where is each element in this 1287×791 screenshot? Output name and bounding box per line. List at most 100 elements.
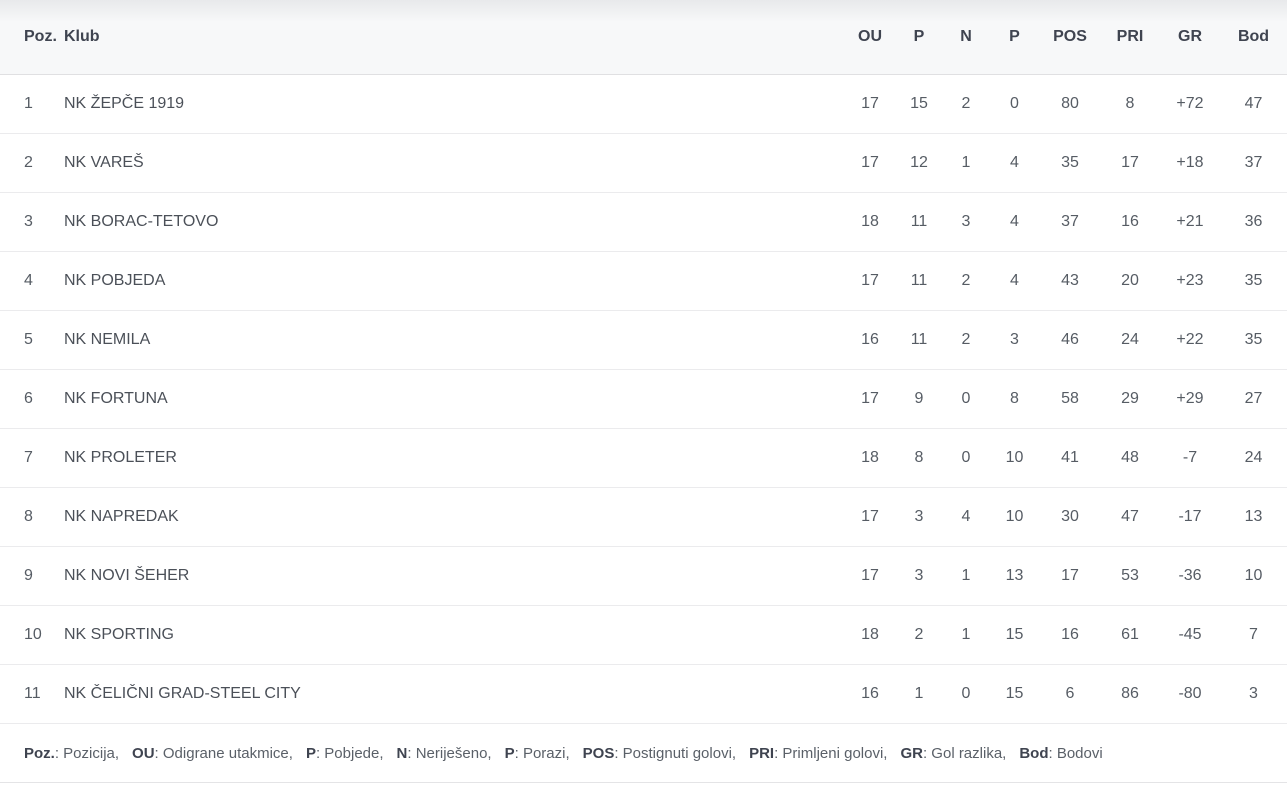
position-cell: 10 — [0, 604, 64, 664]
column-header-pos: POS — [1040, 0, 1100, 75]
draws-cell: 0 — [943, 663, 989, 723]
legend-item: OU: Odigrane utakmice, — [132, 744, 293, 762]
position-cell: 5 — [0, 309, 64, 369]
position-cell: 11 — [0, 663, 64, 723]
column-header-ou: OU — [845, 0, 895, 75]
legend-term: GR — [900, 744, 923, 762]
goals-against-cell: 48 — [1100, 427, 1160, 487]
legend-bar: Poz.: Pozicija, OU: Odigrane utakmice, P: … — [0, 723, 1287, 783]
games-played-cell: 17 — [845, 368, 895, 428]
position-cell: 3 — [0, 191, 64, 251]
goals-against-cell: 47 — [1100, 486, 1160, 546]
goals-for-cell: 37 — [1040, 191, 1100, 251]
position-cell: 8 — [0, 486, 64, 546]
wins-cell: 9 — [895, 368, 943, 428]
draws-cell: 2 — [943, 309, 989, 369]
position-cell: 2 — [0, 132, 64, 192]
points-cell: 47 — [1244, 94, 1263, 112]
goals-against-cell: 17 — [1100, 132, 1160, 192]
wins-cell: 1 — [895, 663, 943, 723]
wins-cell: 3 — [895, 486, 943, 546]
wins-cell: 15 — [910, 94, 928, 112]
wins-cell: 11 — [895, 250, 943, 310]
table-row: 7 NK PROLETER 18 8 0 10 41 48 -7 24 — [0, 427, 1287, 487]
club-name-cell: NK ČELIČNI GRAD-STEEL CITY — [64, 663, 845, 723]
legend-term: PRI — [749, 744, 775, 762]
wins-cell: 11 — [895, 191, 943, 251]
losses-cell: 0 — [1010, 94, 1019, 112]
points-cell: 24 — [1220, 427, 1287, 487]
position-cell: 6 — [0, 368, 64, 428]
goal-diff-cell: -36 — [1160, 545, 1220, 605]
goals-against-cell: 61 — [1100, 604, 1160, 664]
club-name-cell: NK NAPREDAK — [64, 486, 845, 546]
goals-for-cell: 6 — [1040, 663, 1100, 723]
legend-item: P: Porazi, — [504, 744, 570, 762]
games-played-cell: 18 — [845, 427, 895, 487]
goal-diff-cell: -45 — [1160, 604, 1220, 664]
table-row: 11 NK ČELIČNI GRAD-STEEL CITY 16 1 0 15 … — [0, 663, 1287, 723]
games-played-cell: 16 — [845, 663, 895, 723]
games-played-cell: 17 — [845, 250, 895, 310]
column-header-bod: Bod — [1220, 0, 1287, 75]
draws-cell: 1 — [943, 604, 989, 664]
goal-diff-cell: +18 — [1160, 132, 1220, 192]
table-row: 2 NK VAREŠ 17 12 1 4 35 17 +18 37 — [0, 132, 1287, 192]
losses-cell: 4 — [989, 250, 1040, 310]
club-name-cell: NK BORAC-TETOVO — [64, 191, 845, 251]
points-cell: 3 — [1220, 663, 1287, 723]
goal-diff-cell: +21 — [1160, 191, 1220, 251]
position-cell: 9 — [0, 545, 64, 605]
losses-cell: 15 — [989, 604, 1040, 664]
points-cell: 27 — [1220, 368, 1287, 428]
legend-item: PRI: Primljeni golovi, — [749, 744, 888, 762]
goals-for-cell: 16 — [1040, 604, 1100, 664]
club-name-cell: NK VAREŠ — [64, 132, 845, 192]
club-name-cell: NK FORTUNA — [64, 368, 845, 428]
table-row: 6 NK FORTUNA 17 9 0 8 58 29 +29 27 — [0, 368, 1287, 428]
goals-for-cell: 41 — [1040, 427, 1100, 487]
legend-item: GR: Gol razlika, — [900, 744, 1007, 762]
losses-cell: 10 — [989, 486, 1040, 546]
draws-cell: 1 — [943, 132, 989, 192]
losses-cell: 10 — [989, 427, 1040, 487]
goals-against-cell: 8 — [1125, 94, 1135, 112]
games-played-cell: 18 — [845, 191, 895, 251]
goals-for-cell: 43 — [1040, 250, 1100, 310]
legend-term: P — [305, 744, 316, 762]
column-header-klub: Klub — [64, 0, 845, 75]
losses-cell: 3 — [989, 309, 1040, 369]
column-header-pri: PRI — [1100, 0, 1160, 75]
games-played-cell: 16 — [845, 309, 895, 369]
position-cell: 4 — [0, 250, 64, 310]
points-cell: 7 — [1220, 604, 1287, 664]
legend-term: N — [396, 744, 408, 762]
goal-diff-cell: +22 — [1160, 309, 1220, 369]
draws-cell: 1 — [943, 545, 989, 605]
wins-cell: 2 — [895, 604, 943, 664]
position-cell: 1 — [24, 94, 33, 112]
legend-term: POS — [582, 744, 615, 762]
position-cell: 7 — [0, 427, 64, 487]
goal-diff-cell: +23 — [1160, 250, 1220, 310]
club-name-cell: NK SPORTING — [64, 604, 845, 664]
goals-for-cell: 35 — [1040, 132, 1100, 192]
wins-cell: 8 — [895, 427, 943, 487]
column-header-gr: GR — [1160, 0, 1220, 75]
goals-for-cell: 17 — [1040, 545, 1100, 605]
goals-for-cell: 46 — [1040, 309, 1100, 369]
column-header-p-wins: P — [895, 0, 943, 75]
draws-cell: 2 — [961, 94, 971, 112]
wins-cell: 12 — [895, 132, 943, 192]
table-row: 10 NK SPORTING 18 2 1 15 16 61 -45 7 — [0, 604, 1287, 664]
goals-against-cell: 20 — [1100, 250, 1160, 310]
column-header-poz: Poz. — [0, 0, 64, 75]
points-cell: 10 — [1220, 545, 1287, 605]
standings-body: 1 NK ŽEPČE 1919 17 15 2 0 80 8 +72 47 2 … — [0, 74, 1287, 723]
losses-cell: 4 — [989, 132, 1040, 192]
points-cell: 35 — [1220, 309, 1287, 369]
goals-against-cell: 29 — [1100, 368, 1160, 428]
legend-item: Bod: Bodovi — [1019, 744, 1103, 762]
club-name-cell: NK ŽEPČE 1919 — [64, 94, 185, 112]
